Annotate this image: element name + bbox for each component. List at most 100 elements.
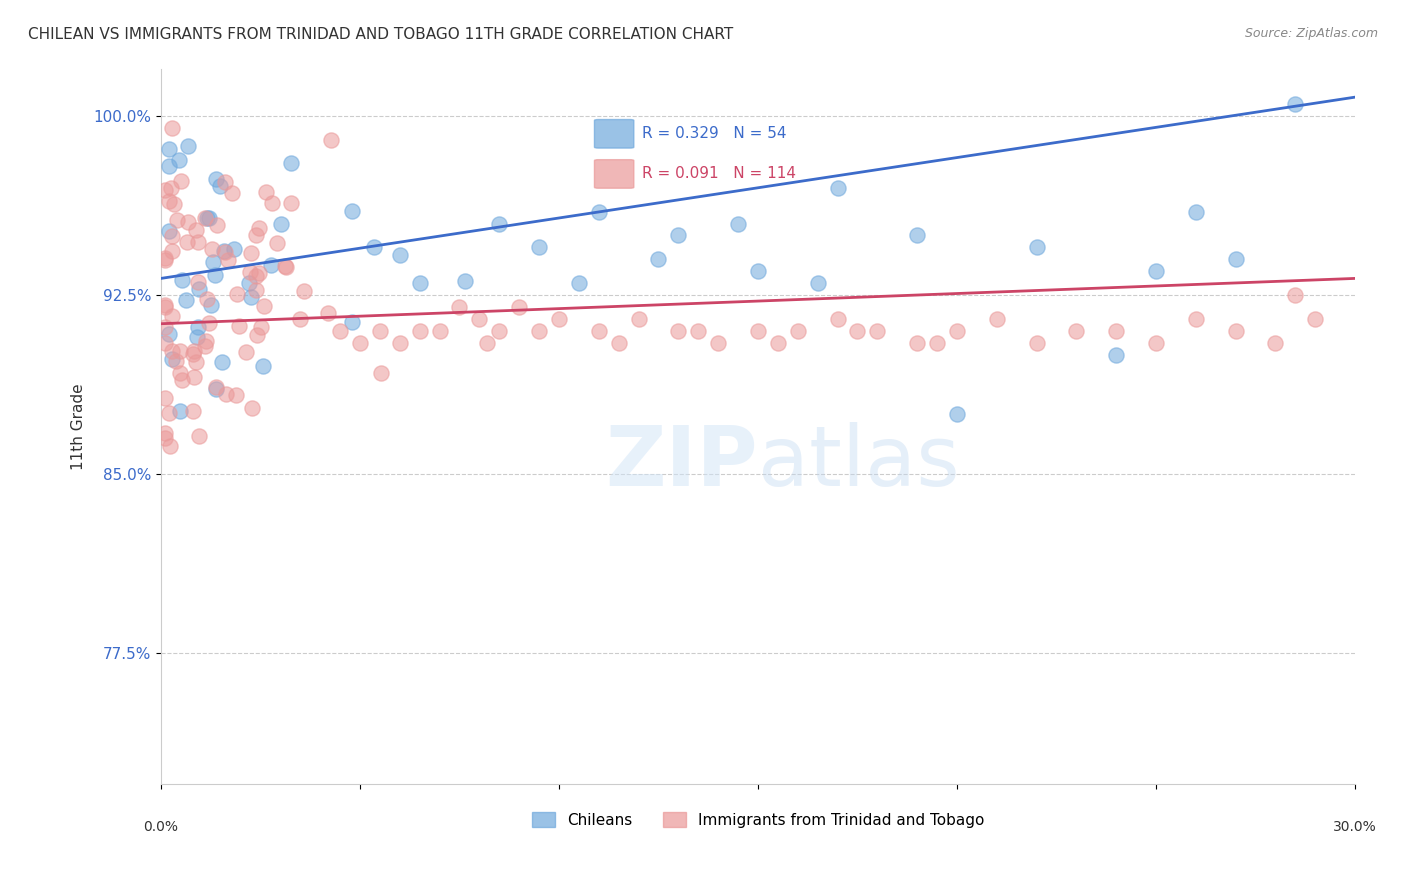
Point <box>349 335 371 350</box>
Point <box>280 195 302 210</box>
Point <box>429 324 451 338</box>
Point <box>187 319 209 334</box>
Point <box>1303 312 1326 326</box>
Point <box>167 153 190 167</box>
Point <box>184 354 207 368</box>
Point <box>187 275 209 289</box>
Point <box>274 260 297 274</box>
Text: R = 0.329   N = 54: R = 0.329 N = 54 <box>641 127 786 141</box>
Point <box>247 267 270 281</box>
Point <box>1066 324 1088 338</box>
Text: 30.0%: 30.0% <box>1333 820 1376 834</box>
Point <box>157 406 180 420</box>
Point <box>169 343 191 358</box>
Point <box>174 293 197 308</box>
Point <box>197 316 219 330</box>
Point <box>162 351 184 366</box>
Point <box>1225 324 1247 338</box>
Point <box>181 347 204 361</box>
Point <box>548 312 571 326</box>
Point <box>247 220 270 235</box>
Point <box>205 382 228 396</box>
Point <box>1264 335 1286 350</box>
Point <box>205 218 228 232</box>
Point <box>217 252 239 267</box>
Point <box>388 335 411 350</box>
Point <box>170 273 193 287</box>
Point <box>316 306 339 320</box>
Point <box>188 429 211 443</box>
Point <box>246 327 269 342</box>
Point <box>290 312 312 326</box>
Point <box>368 324 391 338</box>
Point <box>827 181 849 195</box>
FancyBboxPatch shape <box>595 160 634 188</box>
Point <box>946 324 969 338</box>
Text: atlas: atlas <box>758 422 960 502</box>
Point <box>488 324 510 338</box>
Point <box>250 320 273 334</box>
Point <box>588 204 610 219</box>
Point <box>408 324 430 338</box>
Point <box>214 176 236 190</box>
Point <box>568 276 591 290</box>
Point <box>245 227 267 242</box>
Point <box>153 183 176 197</box>
Point <box>157 224 180 238</box>
Point <box>235 345 257 359</box>
Point <box>1144 335 1167 350</box>
Point <box>747 324 769 338</box>
Point <box>186 223 208 237</box>
Point <box>160 229 183 244</box>
Point <box>986 312 1008 326</box>
Point <box>194 339 217 353</box>
Point <box>169 366 191 380</box>
Point <box>1185 312 1208 326</box>
Point <box>766 335 789 350</box>
Y-axis label: 11th Grade: 11th Grade <box>72 383 86 469</box>
Point <box>204 380 226 394</box>
Point <box>157 194 180 209</box>
Point <box>153 300 176 314</box>
Point <box>157 159 180 173</box>
Point <box>1025 335 1047 350</box>
Point <box>262 196 284 211</box>
Point <box>647 252 669 267</box>
Point <box>205 172 228 186</box>
Point <box>666 228 689 243</box>
Point <box>253 299 276 313</box>
Point <box>946 408 969 422</box>
Point <box>239 246 262 260</box>
Point <box>477 335 499 350</box>
Point <box>177 215 200 229</box>
Point <box>165 353 187 368</box>
Point <box>707 335 730 350</box>
Point <box>340 204 363 219</box>
Point <box>607 335 630 350</box>
Point <box>195 334 218 349</box>
Point <box>238 276 260 290</box>
Point <box>215 386 238 401</box>
Point <box>169 174 191 188</box>
Point <box>153 391 176 405</box>
Point <box>846 324 869 338</box>
Point <box>160 120 183 135</box>
Point <box>527 324 550 338</box>
Point <box>1284 288 1306 302</box>
Point <box>160 344 183 359</box>
Point <box>239 265 262 279</box>
Point <box>1105 348 1128 362</box>
Legend: Chileans, Immigrants from Trinidad and Tobago: Chileans, Immigrants from Trinidad and T… <box>526 805 990 834</box>
Point <box>588 324 610 338</box>
Point <box>163 196 186 211</box>
Point <box>1144 264 1167 278</box>
Point <box>274 259 297 273</box>
Point <box>292 284 315 298</box>
Point <box>1025 240 1047 254</box>
Point <box>508 300 530 314</box>
Point <box>153 251 176 265</box>
Text: Source: ZipAtlas.com: Source: ZipAtlas.com <box>1244 27 1378 40</box>
Text: R = 0.091   N = 114: R = 0.091 N = 114 <box>641 167 796 181</box>
Point <box>905 335 928 350</box>
Point <box>786 324 808 338</box>
